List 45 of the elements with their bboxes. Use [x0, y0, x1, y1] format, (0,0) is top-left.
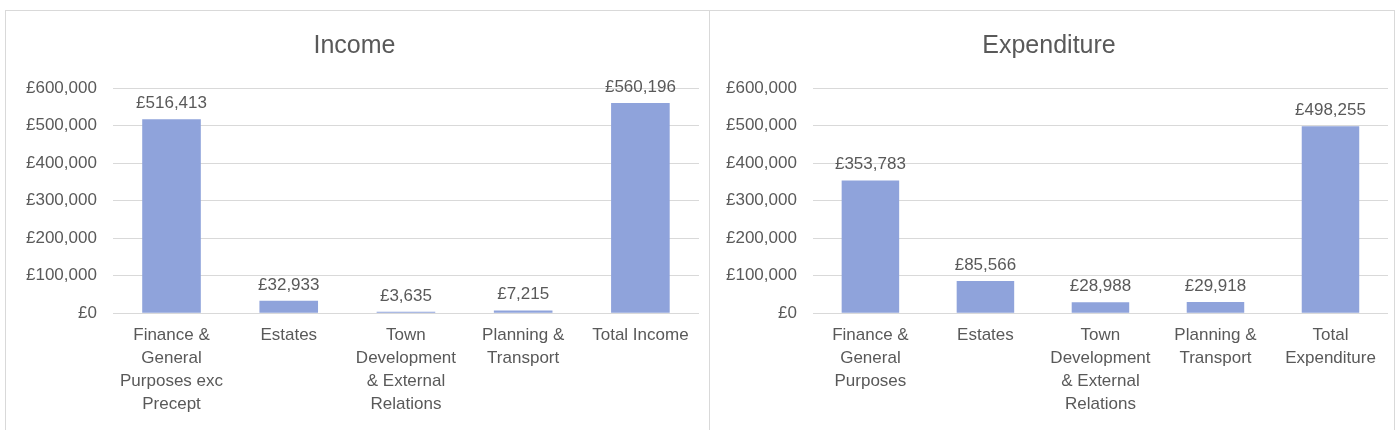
y-tick-label: £300,000	[726, 190, 797, 210]
bar	[142, 119, 201, 313]
bar	[1301, 126, 1360, 313]
data-label: £32,933	[258, 274, 320, 294]
y-tick-label: £600,000	[26, 77, 97, 97]
y-tick-label: £200,000	[26, 227, 97, 247]
data-label: £353,783	[834, 154, 906, 174]
chart-title: Income	[313, 29, 396, 58]
y-tick-label: £100,000	[726, 265, 797, 285]
bar	[841, 180, 900, 313]
y-tick-label: £200,000	[726, 227, 797, 247]
x-tick-label: Town Development & External Relations	[355, 325, 457, 414]
x-tick-label: Planning & Transport	[482, 325, 565, 368]
data-label: £560,196	[604, 76, 676, 96]
x-tick-label: Estates	[957, 325, 1014, 345]
chart-title: Expenditure	[982, 29, 1116, 58]
x-tick-label: Estates	[260, 325, 318, 345]
bar	[956, 281, 1015, 313]
bar	[611, 102, 670, 313]
y-tick-label: £0	[777, 302, 797, 322]
x-tick-label: Planning & Transport	[1174, 325, 1258, 368]
x-tick-label: Total Expenditure	[1285, 325, 1376, 368]
y-tick-label: £100,000	[26, 265, 97, 285]
bar	[259, 300, 319, 313]
y-tick-label: £0	[77, 302, 97, 322]
y-tick-label: £500,000	[26, 115, 97, 135]
y-tick-label: £600,000	[726, 77, 797, 97]
x-tick-label: Town Development & External Relations	[1050, 325, 1151, 414]
bar	[1071, 302, 1130, 313]
data-label: £7,215	[497, 284, 550, 304]
y-tick-label: £300,000	[26, 190, 97, 210]
x-tick-label: Total Income	[592, 325, 689, 345]
bar	[493, 310, 553, 313]
bar	[1186, 301, 1245, 313]
y-tick-label: £500,000	[726, 115, 797, 135]
y-tick-label: £400,000	[26, 152, 97, 172]
x-tick-label: Finance & General Purposes	[832, 325, 910, 391]
data-label: £498,255	[1295, 100, 1366, 120]
data-label: £3,635	[379, 285, 432, 305]
x-tick-label: Finance & General Purposes exc Precept	[120, 325, 224, 414]
y-tick-label: £400,000	[726, 152, 797, 172]
data-label: £29,918	[1184, 275, 1247, 295]
data-label: £85,566	[954, 255, 1017, 275]
data-label: £516,413	[136, 93, 207, 113]
data-label: £28,988	[1069, 276, 1132, 296]
